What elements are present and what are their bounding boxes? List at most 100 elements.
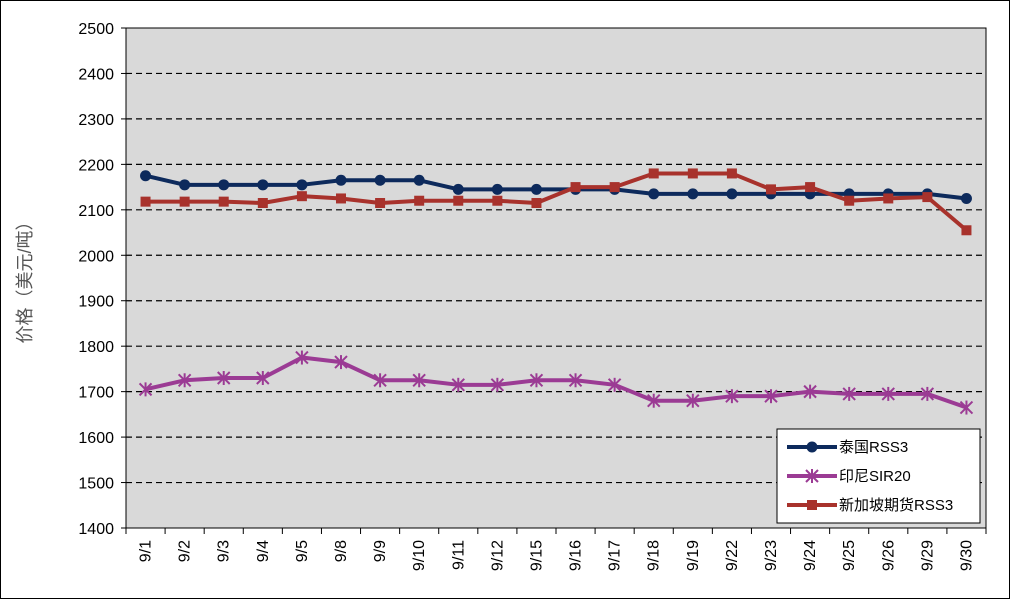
x-tick-label: 9/26 (880, 540, 897, 571)
y-tick-label: 1800 (78, 339, 114, 356)
data-point (648, 168, 659, 179)
x-tick-label: 9/11 (450, 540, 467, 570)
data-point (844, 195, 855, 206)
data-point (803, 384, 817, 399)
y-tick-label: 2200 (78, 157, 114, 174)
series-1 (138, 350, 974, 415)
x-tick-label: 9/22 (724, 540, 741, 571)
y-axis-ticks: 1400 1500 1600 1700 1800 1900 2000 2100 2200 2300… (78, 21, 126, 538)
x-tick-label: 9/3 (216, 540, 233, 562)
data-point (452, 183, 464, 195)
x-tick-label: 9/1 (138, 540, 155, 562)
data-point (492, 195, 503, 206)
y-tick-label: 2100 (78, 203, 114, 220)
data-point (217, 371, 231, 385)
legend-label: 印尼SIR20 (839, 468, 911, 485)
x-tick-label: 9/19 (685, 540, 702, 571)
data-point (140, 196, 151, 207)
data-point (570, 182, 581, 193)
x-tick-label: 9/30 (958, 540, 975, 571)
y-axis-label: 价格（美元/吨） (15, 212, 35, 343)
data-point (218, 179, 230, 191)
data-point (490, 377, 505, 392)
data-point (296, 179, 308, 191)
data-point (607, 377, 622, 392)
x-tick-label: 9/25 (841, 540, 858, 571)
series-line (145, 355, 968, 410)
series-2 (140, 168, 972, 236)
data-point (179, 196, 190, 207)
data-point (296, 191, 307, 202)
data-point (725, 389, 739, 404)
y-tick-label: 1500 (78, 476, 114, 493)
data-point (529, 373, 544, 388)
x-tick-label: 9/12 (489, 540, 506, 571)
data-point (960, 192, 972, 204)
series-layer (138, 168, 974, 415)
x-tick-label: 9/9 (372, 540, 389, 562)
data-point (647, 393, 661, 408)
legend-item: 泰国RSS3 (787, 439, 908, 456)
data-point (568, 373, 583, 388)
data-point (453, 195, 464, 206)
data-point (920, 386, 935, 401)
data-point (687, 168, 698, 179)
data-point (334, 355, 348, 370)
data-point (256, 371, 270, 385)
x-tick-label: 9/8 (333, 540, 350, 562)
y-tick-label: 2500 (78, 21, 114, 38)
legend: 泰国RSS3 印尼SIR20 新加坡期货RSS3 (776, 428, 981, 524)
data-point (413, 174, 425, 186)
y-tick-label: 1400 (78, 521, 114, 538)
data-point (336, 193, 346, 204)
y-tick-label: 1600 (78, 430, 114, 447)
y-tick-label: 1700 (78, 385, 114, 402)
data-point (687, 188, 699, 200)
data-point (375, 198, 386, 208)
x-tick-label: 9/4 (255, 540, 272, 562)
data-point (726, 168, 737, 179)
data-point (451, 377, 465, 392)
x-tick-label: 9/29 (919, 540, 936, 571)
data-point (609, 182, 620, 193)
data-point (648, 188, 660, 200)
data-point (374, 174, 386, 186)
series-line (145, 171, 968, 232)
y-tick-label: 2300 (78, 112, 114, 129)
data-point (686, 393, 700, 408)
data-point (805, 182, 816, 193)
data-point (335, 174, 347, 186)
data-point (806, 441, 818, 453)
data-point (530, 183, 542, 195)
x-tick-label: 9/10 (411, 540, 428, 571)
x-tick-label: 9/15 (528, 540, 545, 571)
data-point (295, 350, 309, 365)
data-point (140, 170, 152, 182)
data-point (257, 198, 268, 208)
data-point (373, 373, 387, 388)
x-tick-label: 9/2 (177, 540, 194, 562)
data-point (138, 382, 153, 397)
data-point (805, 469, 819, 483)
x-tick-label: 9/5 (294, 540, 311, 562)
y-tick-label: 2400 (78, 66, 114, 83)
data-point (412, 373, 426, 388)
data-point (881, 386, 895, 401)
data-point (807, 500, 817, 510)
data-point (922, 192, 933, 203)
data-point (218, 196, 229, 207)
data-point (883, 193, 894, 204)
x-tick-label: 9/18 (646, 540, 663, 571)
x-tick-label: 9/23 (763, 540, 780, 571)
x-tick-label: 9/17 (607, 540, 624, 571)
legend-item: 印尼SIR20 (787, 468, 911, 485)
data-point (959, 400, 974, 415)
legend-label: 泰国RSS3 (839, 439, 908, 456)
data-point (961, 225, 972, 236)
legend-item: 新加坡期货RSS3 (787, 497, 953, 514)
data-point (414, 195, 425, 206)
x-tick-label: 9/24 (802, 540, 819, 571)
data-point (726, 188, 738, 200)
